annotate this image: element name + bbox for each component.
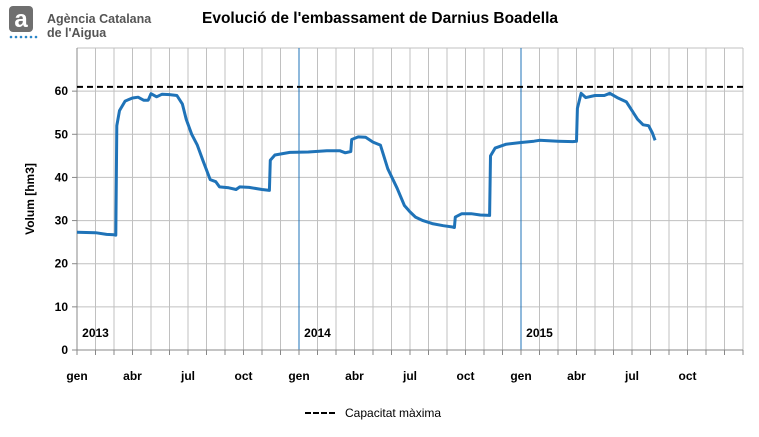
x-tick-label: jul: [180, 369, 195, 383]
agency-name: Agència Catalana de l'Aigua: [47, 12, 151, 40]
y-tick-label: 20: [55, 257, 69, 271]
x-tick-label: gen: [288, 369, 309, 383]
x-tick-label: abr: [123, 369, 142, 383]
x-tick-label: jul: [402, 369, 417, 383]
series-layer: [76, 91, 657, 237]
logo-glyph: a: [14, 6, 28, 33]
year-label: 2014: [304, 326, 331, 340]
agency-name-line-2: de l'Aigua: [47, 26, 107, 40]
grid-layer: [76, 47, 744, 351]
y-tick-label: 50: [55, 127, 69, 141]
x-tick-label: oct: [235, 369, 253, 383]
x-tick-label: oct: [679, 369, 697, 383]
x-tick-label: jul: [624, 369, 639, 383]
y-tick-label: 30: [55, 214, 69, 228]
agency-name-line-1: Agència Catalana: [47, 12, 152, 26]
y-tick-label: 40: [55, 170, 69, 184]
label-layer: 0 10 20 30 40 50 60 gen abr jul oct gen abr jul oct gen…: [23, 84, 697, 383]
y-tick-label: 0: [61, 343, 68, 357]
x-tick-label: gen: [510, 369, 531, 383]
legend-capacity-swatch: [305, 412, 335, 414]
y-tick-label: 60: [55, 84, 69, 98]
year-separator-layer: [298, 48, 522, 350]
x-tick-label: abr: [345, 369, 364, 383]
axis-layer: [72, 48, 744, 355]
year-label: 2013: [82, 326, 109, 340]
volume-series-line: [76, 91, 657, 237]
y-axis-title: Volum [hm3]: [23, 163, 37, 235]
x-tick-label: abr: [567, 369, 586, 383]
agency-logo: a Agència Catalana de l'Aigua: [8, 6, 151, 46]
legend-capacity-label: Capacitat màxima: [345, 406, 442, 420]
chart-title: Evolució de l'embassament de Darnius Boa…: [202, 10, 558, 27]
water-drop-logo-icon: a: [9, 6, 38, 39]
legend: Capacitat màxima: [305, 404, 441, 422]
x-tick-label: oct: [457, 369, 475, 383]
x-tick-label: gen: [66, 369, 87, 383]
y-tick-label: 10: [55, 300, 69, 314]
year-label: 2015: [526, 326, 553, 340]
